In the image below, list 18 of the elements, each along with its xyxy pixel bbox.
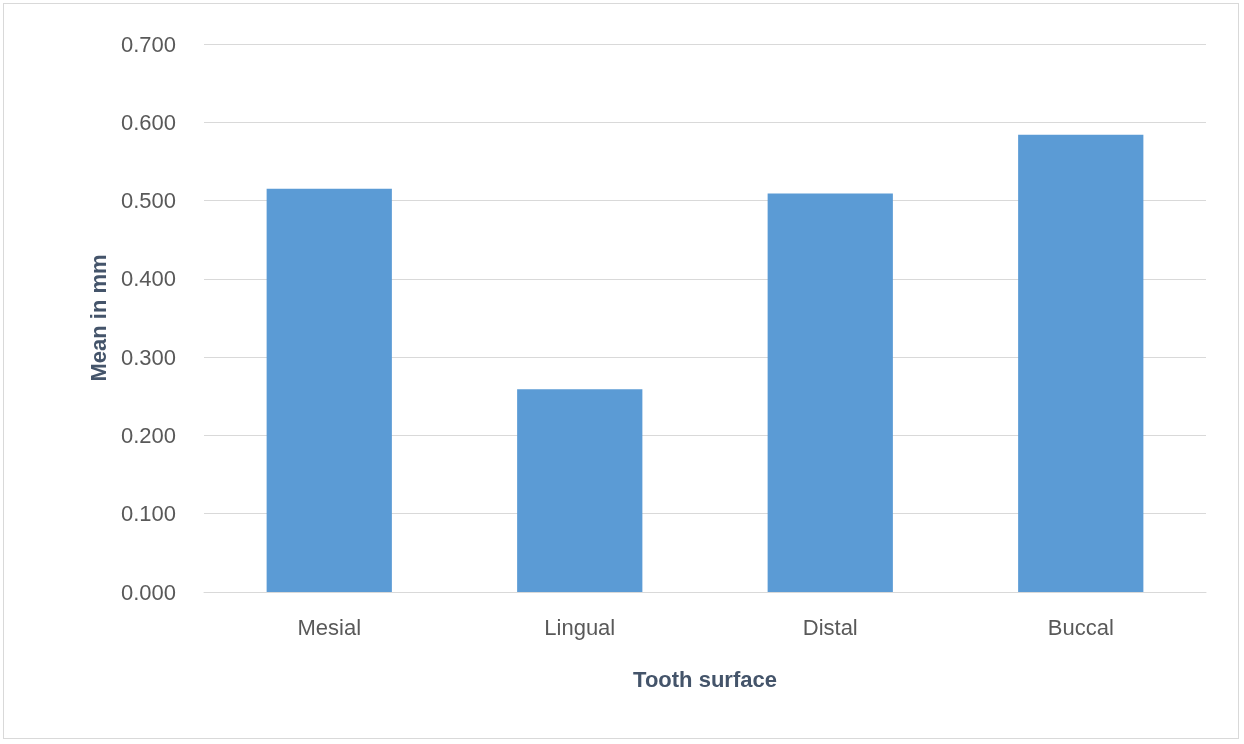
y-axis-title: Mean in mm [85,254,111,382]
y-tick-label: 0.600 [120,109,176,135]
y-tick-label: 0.500 [120,188,176,214]
y-tick-label: 0.400 [120,266,176,292]
bar [266,188,392,592]
x-tick-label: Mesial [297,614,362,640]
bar [517,389,643,592]
bar [767,193,893,592]
x-tick-label: Lingual [544,614,616,640]
y-tick-label: 0.100 [120,501,176,527]
x-axis-title: Tooth surface [633,666,777,692]
x-tick-label: Buccal [1047,614,1114,640]
x-tick-label: Distal [802,614,858,640]
y-tick-label: 0.300 [120,344,176,370]
y-tick-label: 0.000 [120,579,176,605]
bar [1018,134,1144,592]
y-tick-label: 0.200 [120,422,176,448]
y-tick-label: 0.700 [120,31,176,57]
